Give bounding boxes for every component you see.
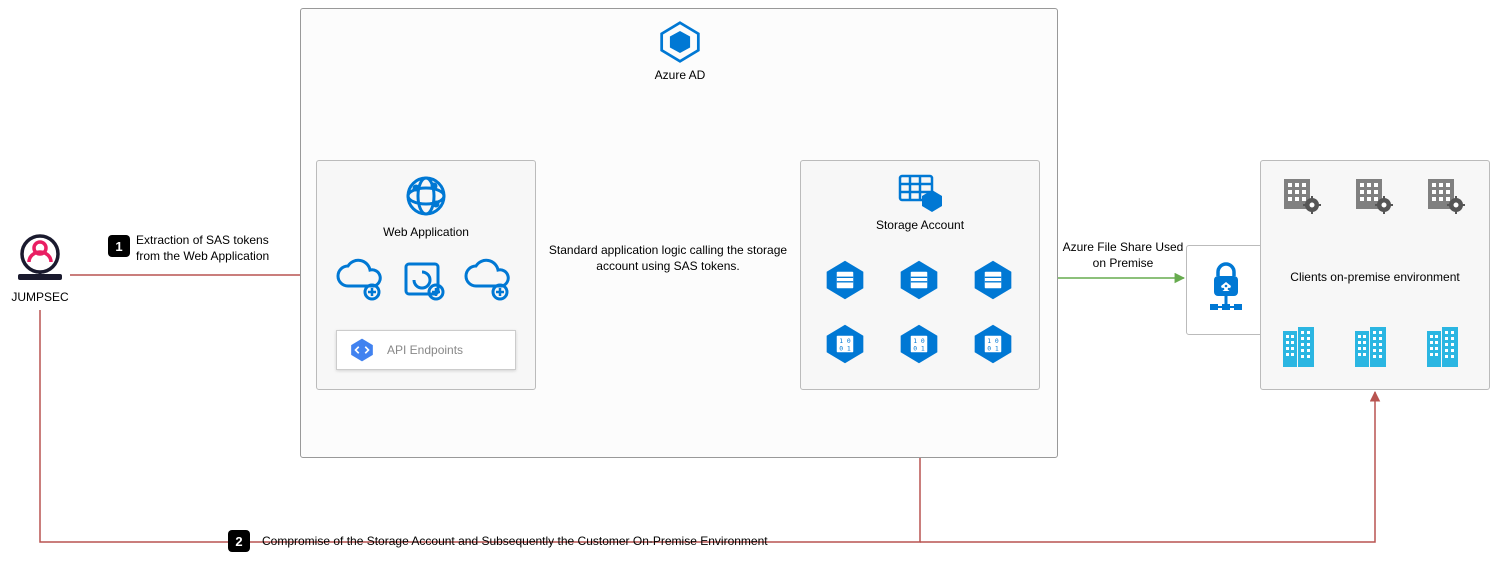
cloud-service-icon-2 [464, 258, 514, 302]
onprem-title: Clients on-premise environment [1260, 270, 1490, 284]
api-endpoints-box: API Endpoints [336, 330, 516, 370]
webapp-title: Web Application [316, 225, 536, 239]
fileshare-icon-3 [970, 258, 1016, 302]
webapp-globe-icon [402, 172, 450, 220]
blob-icon-1: 1 0 0 1 [822, 322, 868, 366]
step-2-number: 2 [235, 534, 242, 549]
api-hex-icon [349, 337, 375, 363]
jumpsec-actor-icon [12, 228, 68, 284]
fileshare-text: Azure File Share Used on Premise [1058, 240, 1188, 271]
step-1-text: Extraction of SAS tokens from the Web Ap… [136, 233, 296, 264]
svg-text:0 1: 0 1 [839, 344, 851, 352]
step-2-badge: 2 [228, 530, 250, 552]
azure-ad-label: Azure AD [620, 68, 740, 82]
onprem-building-cyan-1 [1280, 325, 1320, 369]
gateway-lock-icon [1202, 258, 1250, 318]
storage-account-icon [896, 172, 944, 212]
step-2-text: Compromise of the Storage Account and Su… [262, 534, 822, 548]
onprem-building-gray-1 [1280, 175, 1324, 215]
step-1-number: 1 [115, 239, 122, 254]
fileshare-icon-1 [822, 258, 868, 302]
svg-text:0 1: 0 1 [987, 344, 999, 352]
step-1-badge: 1 [108, 235, 130, 257]
app-service-icon [400, 258, 450, 302]
svg-text:0 1: 0 1 [913, 344, 925, 352]
onprem-building-cyan-3 [1424, 325, 1464, 369]
api-endpoints-label: API Endpoints [387, 343, 463, 357]
onprem-building-cyan-2 [1352, 325, 1392, 369]
jumpsec-label: JUMPSEC [0, 290, 80, 304]
fileshare-icon-2 [896, 258, 942, 302]
blob-icon-2: 1 0 0 1 [896, 322, 942, 366]
cloud-service-icon-1 [336, 258, 386, 302]
azure-ad-icon [650, 20, 710, 64]
center-flow-text: Standard application logic calling the s… [548, 243, 788, 274]
storage-title: Storage Account [800, 218, 1040, 232]
onprem-building-gray-3 [1424, 175, 1468, 215]
onprem-building-gray-2 [1352, 175, 1396, 215]
blob-icon-3: 1 0 0 1 [970, 322, 1016, 366]
